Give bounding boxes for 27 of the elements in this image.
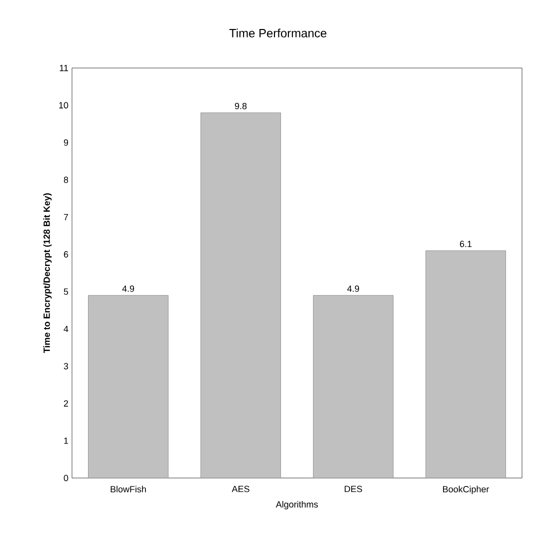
bar [426, 250, 506, 478]
chart-title: Time Performance [229, 28, 326, 38]
x-axis-title: Algorithms [276, 500, 318, 510]
x-tick-label: DES [344, 486, 362, 492]
data-label: 4.9 [122, 285, 134, 292]
bar [88, 295, 168, 478]
data-label: 6.1 [460, 240, 472, 248]
bar [200, 112, 281, 478]
y-tick-label: 9 [64, 139, 68, 146]
y-tick-label: 7 [64, 214, 68, 220]
y-tick-label: 10 [59, 102, 68, 108]
x-tick-label: AES [232, 486, 250, 492]
y-tick-label: 1 [64, 438, 68, 444]
y-tick-label: 5 [64, 288, 68, 295]
data-label: 9.8 [234, 102, 247, 110]
y-tick-label: 2 [64, 400, 68, 407]
y-tick-label: 6 [64, 251, 68, 258]
y-tick-label: 0 [64, 474, 68, 482]
x-tick-label: BlowFish [110, 486, 146, 492]
data-label: 4.9 [347, 285, 360, 292]
y-tick-label: 11 [60, 64, 68, 72]
y-tick-label: 3 [64, 363, 68, 370]
x-tick-label: BookCipher [443, 486, 490, 494]
bar [313, 295, 394, 478]
y-axis-title: Time to Encrypt/Decrypt (128 Bit Key) [43, 193, 52, 354]
y-tick-label: 4 [64, 326, 68, 332]
y-tick-label: 8 [64, 176, 68, 183]
